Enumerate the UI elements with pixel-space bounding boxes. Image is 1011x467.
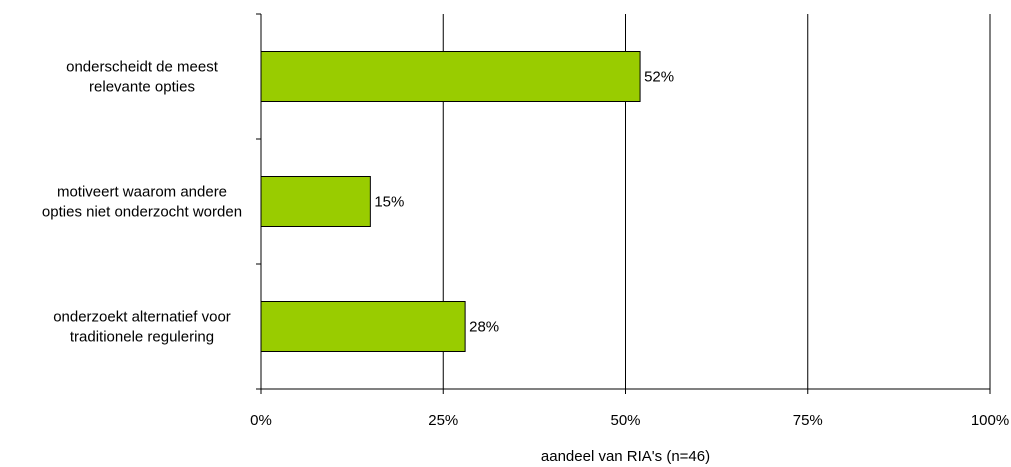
data-label-1: 15% xyxy=(374,194,404,211)
data-label-2: 28% xyxy=(469,319,499,336)
bar-2 xyxy=(260,301,466,352)
category-label-2: onderzoekt alternatief voor traditionele … xyxy=(53,309,231,346)
x-tick-label-50: 50% xyxy=(610,412,640,429)
x-tick-label-25: 25% xyxy=(428,412,458,429)
category-label-1: motiveert waarom andere opties niet onder… xyxy=(42,184,242,221)
x-axis-title: aandeel van RIA's (n=46) xyxy=(541,448,710,465)
x-tick-label-100: 100% xyxy=(971,412,1009,429)
x-tick-label-75: 75% xyxy=(793,412,823,429)
category-label-0: onderscheidt de meest relevante opties xyxy=(66,59,219,96)
data-label-0: 52% xyxy=(644,69,674,86)
bar-1 xyxy=(260,176,371,227)
x-tick-label-0: 0% xyxy=(250,412,272,429)
bar-0 xyxy=(260,51,641,102)
